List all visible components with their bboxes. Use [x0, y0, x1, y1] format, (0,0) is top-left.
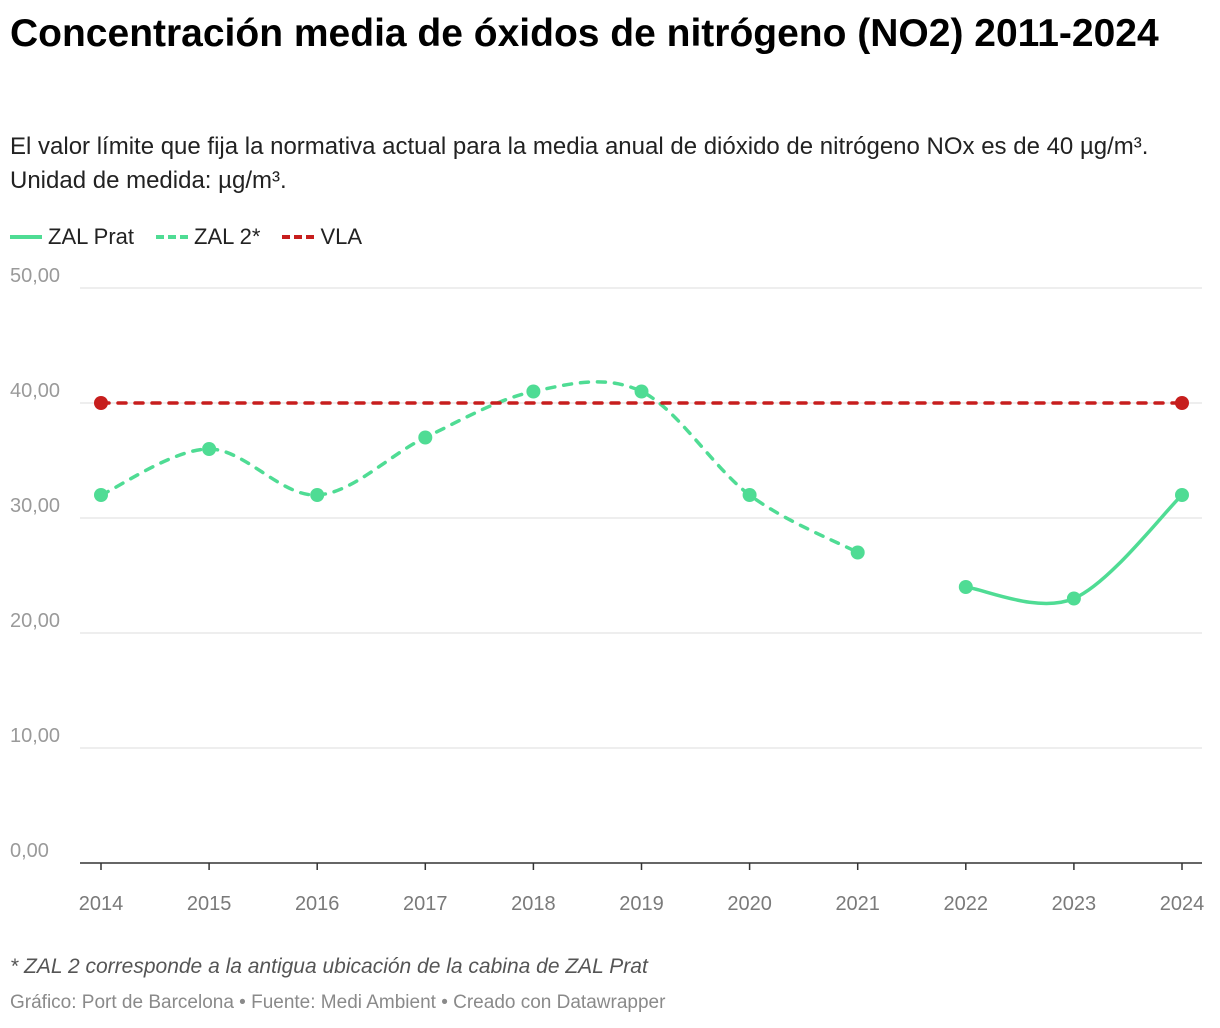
data-point-zal-2 [202, 442, 217, 456]
chart-title: Concentración media de óxidos de nitróge… [10, 12, 1159, 55]
grid-lines [80, 287, 1202, 864]
chart-subtitle: El valor límite que fija la normativa ac… [10, 133, 1149, 194]
y-tick-label: 20,00 [10, 610, 60, 632]
x-tick-label: 2021 [835, 893, 880, 915]
legend-item-vla: VLA [282, 224, 362, 250]
data-point-vla [1175, 396, 1189, 410]
x-tick-label: 2015 [187, 893, 232, 915]
y-tick-label: 30,00 [10, 495, 60, 517]
legend-item-zal-prat: ZAL Prat [10, 224, 134, 250]
data-point-zal-2 [850, 545, 865, 560]
data-point-zal-2 [526, 384, 541, 399]
legend: ZAL Prat ZAL 2* VLA [10, 222, 384, 252]
data-point-zal-2 [310, 488, 325, 502]
series-line-zal-prat [964, 493, 1184, 606]
data-point-vla [94, 396, 108, 410]
x-axis-ticks: 2014 2015 2016 2017 2018 2019 2020 2021 2022 2023… [79, 863, 1205, 915]
legend-item-zal-2: ZAL 2* [156, 224, 260, 250]
x-tick-label: 2022 [944, 893, 989, 915]
y-axis-ticks: 0,00 10,00 20,00 30,00 40,00 50,00 [10, 265, 60, 862]
y-tick-label: 0,00 [10, 840, 49, 862]
x-tick-label: 2016 [295, 893, 340, 915]
data-point-zal-prat [1175, 488, 1189, 502]
y-tick-label: 10,00 [10, 725, 60, 747]
data-point-zal-2 [418, 430, 433, 445]
x-tick-label: 2018 [511, 893, 556, 915]
x-tick-label: 2024 [1160, 893, 1205, 915]
legend-swatch-zal-2 [156, 235, 188, 239]
x-tick-label: 2014 [79, 893, 124, 915]
data-point-zal-2 [94, 488, 108, 502]
x-tick-label: 2017 [403, 893, 448, 915]
series-line-zal-2 [99, 380, 860, 555]
series-lines [99, 380, 1184, 606]
y-tick-label: 50,00 [10, 265, 60, 287]
legend-swatch-vla [282, 235, 315, 239]
x-tick-label: 2019 [619, 893, 664, 915]
x-tick-label: 2020 [727, 893, 772, 915]
footnote: * ZAL 2 corresponde a la antigua ubicaci… [10, 955, 648, 978]
data-point-zal-prat [1066, 591, 1081, 606]
legend-swatch-zal-prat [10, 235, 42, 239]
data-point-zal-2 [742, 488, 757, 502]
data-points [94, 384, 1189, 606]
data-point-zal-prat [958, 580, 973, 594]
data-point-zal-2 [634, 384, 649, 399]
source-credit: Gráfico: Port de Barcelona • Fuente: Med… [10, 992, 666, 1013]
legend-label-zal-prat: ZAL Prat [48, 224, 134, 249]
legend-label-zal-2: ZAL 2* [194, 224, 261, 249]
x-tick-label: 2023 [1052, 893, 1097, 915]
y-tick-label: 40,00 [10, 380, 60, 402]
legend-label-vla: VLA [320, 224, 363, 249]
